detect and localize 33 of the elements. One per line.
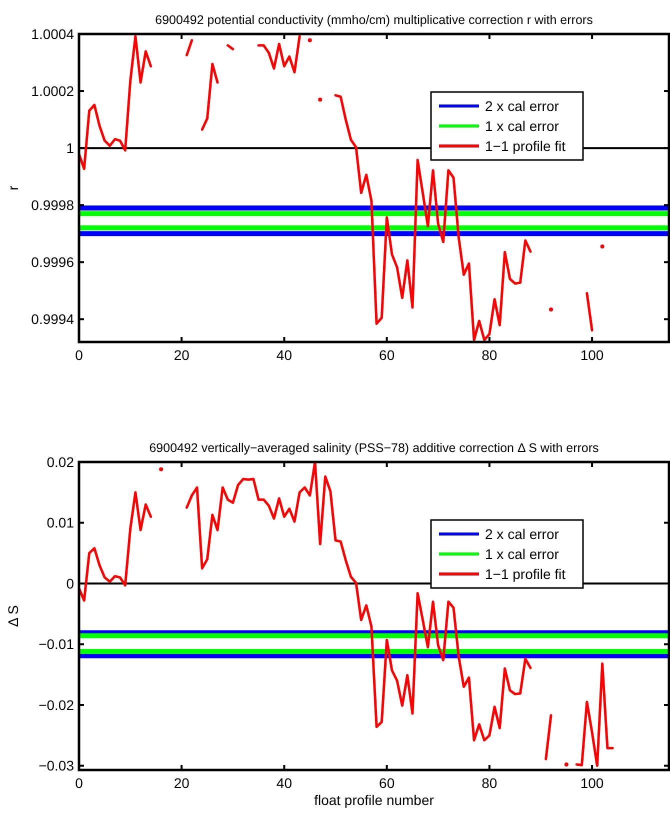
x-tick-label: 80 (482, 347, 498, 363)
y-tick-label: 0.02 (46, 454, 74, 470)
y-axis-title: r (5, 185, 21, 190)
x-tick-label: 60 (379, 775, 395, 791)
y-tick-label: −0.02 (38, 697, 74, 713)
y-tick-label: 0.9994 (31, 311, 74, 328)
legend-label: 2 x cal error (485, 98, 560, 114)
x-axis-title: float profile number (314, 792, 434, 808)
x-tick-label: 20 (174, 347, 190, 363)
y-tick-label: 0 (66, 576, 74, 592)
legend-label: 1−1 profile fit (485, 566, 566, 582)
y-tick-label: −0.01 (38, 636, 74, 652)
y-tick-label: 0.9996 (31, 254, 74, 270)
legend-label: 2 x cal error (485, 526, 560, 542)
y-tick-label: 1.0002 (31, 83, 74, 100)
legend-label: 1 x cal error (485, 118, 560, 134)
y-tick-label: 0.01 (46, 514, 74, 531)
y-axis-title: Δ S (5, 605, 21, 627)
chart-title: 6900492 potential conductivity (mmho/cm) multiplicative correction r with errors (155, 13, 593, 27)
x-tick-label: 20 (174, 775, 190, 791)
chart-title: 6900492 vertically−averaged salinity (PSS−78) additive correction Δ S with errors (149, 441, 599, 455)
y-tick-label: 1 (66, 140, 74, 156)
y-tick-label: −0.03 (38, 758, 74, 774)
x-tick-label: 100 (580, 347, 604, 363)
legend-label: 1−1 profile fit (485, 138, 566, 154)
legend-label: 1 x cal error (485, 546, 560, 562)
x-tick-label: 100 (580, 775, 604, 791)
y-tick-label: 0.9998 (31, 197, 74, 214)
x-tick-label: 40 (276, 347, 292, 363)
x-tick-label: 80 (482, 775, 498, 791)
y-tick-label: 1.0004 (31, 26, 74, 42)
x-tick-label: 40 (276, 775, 292, 791)
x-tick-label: 60 (379, 347, 395, 363)
